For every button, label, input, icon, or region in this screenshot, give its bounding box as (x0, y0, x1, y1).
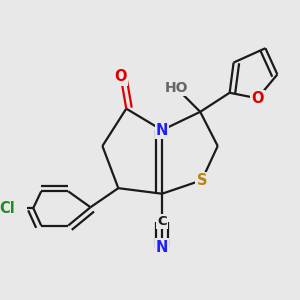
Text: N: N (156, 239, 168, 254)
Text: O: O (115, 69, 127, 84)
Text: N: N (156, 123, 168, 138)
Text: S: S (196, 173, 207, 188)
Text: HO: HO (165, 81, 188, 95)
Text: O: O (251, 91, 264, 106)
Text: Cl: Cl (0, 200, 15, 215)
Text: C: C (157, 215, 167, 228)
